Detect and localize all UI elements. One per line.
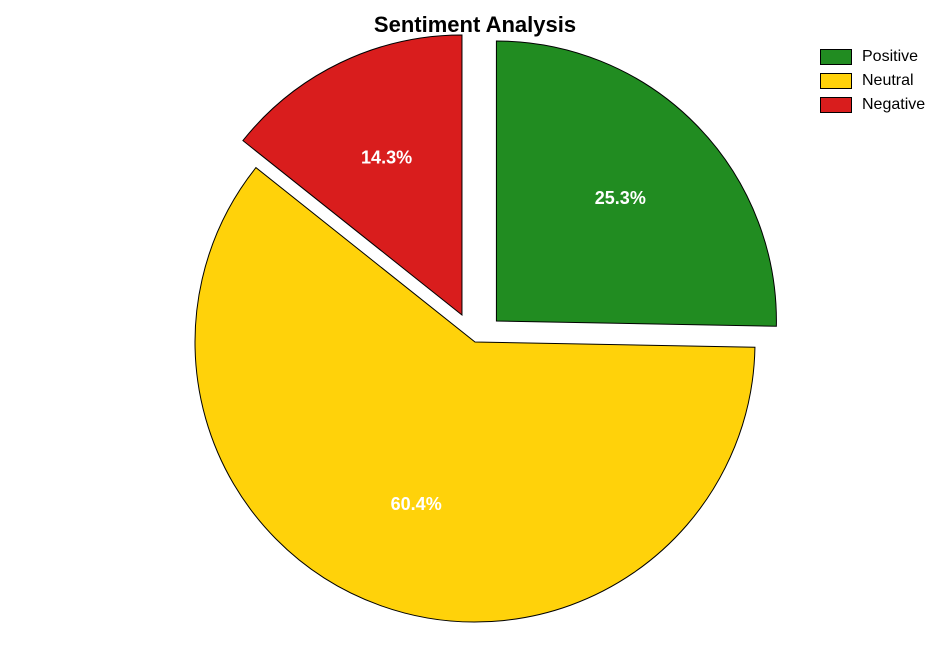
legend-item-neutral: Neutral [820, 72, 925, 90]
legend-label: Negative [862, 96, 925, 114]
pie-svg: 25.3% 60.4% 14.3% [0, 0, 950, 662]
legend-swatch [820, 73, 852, 89]
legend: Positive Neutral Negative [820, 48, 925, 120]
legend-label: Neutral [862, 72, 914, 90]
legend-label: Positive [862, 48, 918, 66]
legend-item-negative: Negative [820, 96, 925, 114]
legend-swatch [820, 97, 852, 113]
slice-label-negative: 14.3% [361, 147, 412, 167]
legend-swatch [820, 49, 852, 65]
slice-label-neutral: 60.4% [391, 494, 442, 514]
pie-slice-positive [496, 41, 776, 326]
slice-label-positive: 25.3% [595, 188, 646, 208]
sentiment-pie-chart: Sentiment Analysis 25.3%60.4%14.3% Posit… [0, 0, 950, 662]
legend-item-positive: Positive [820, 48, 925, 66]
